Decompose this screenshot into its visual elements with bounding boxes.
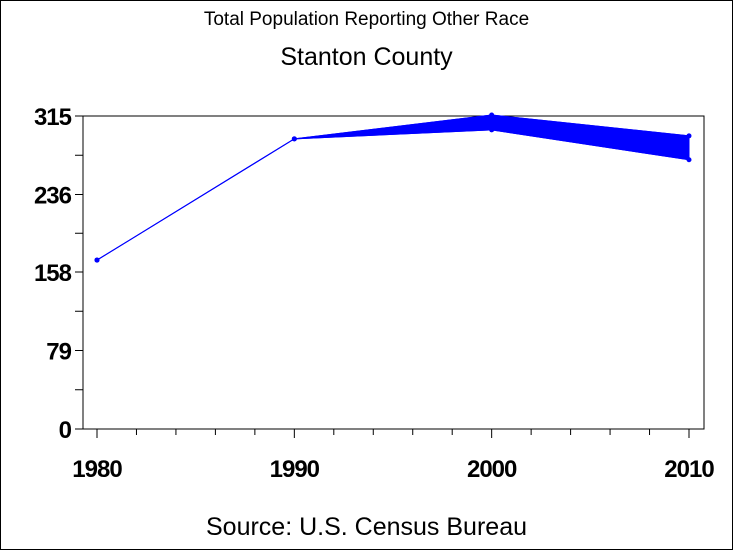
x-tick-label: 1980 <box>72 456 122 483</box>
source-footnote: Source: U.S. Census Bureau <box>206 513 527 541</box>
data-point-upper <box>291 136 297 142</box>
series-band <box>96 114 690 261</box>
y-tick-label: 0 <box>59 417 72 444</box>
data-point-upper <box>94 257 100 263</box>
series-line-lower <box>96 129 690 261</box>
chart-subtitle: Stanton County <box>280 43 453 71</box>
plot-border <box>82 115 705 430</box>
x-tick-label: 2010 <box>664 456 714 483</box>
data-point-upper <box>686 133 692 139</box>
series-line-upper <box>96 114 690 261</box>
x-tick-label: 1990 <box>270 456 320 483</box>
y-tick-label: 236 <box>34 182 72 209</box>
data-point-lower <box>489 127 495 133</box>
chart-title: Total Population Reporting Other Race <box>203 9 530 30</box>
data-point-lower <box>686 157 692 163</box>
y-tick-label: 79 <box>46 339 71 366</box>
x-tick-label: 2000 <box>467 456 517 483</box>
data-point-upper <box>489 112 495 118</box>
y-tick-label: 315 <box>34 104 72 131</box>
y-tick-label: 158 <box>34 260 72 287</box>
